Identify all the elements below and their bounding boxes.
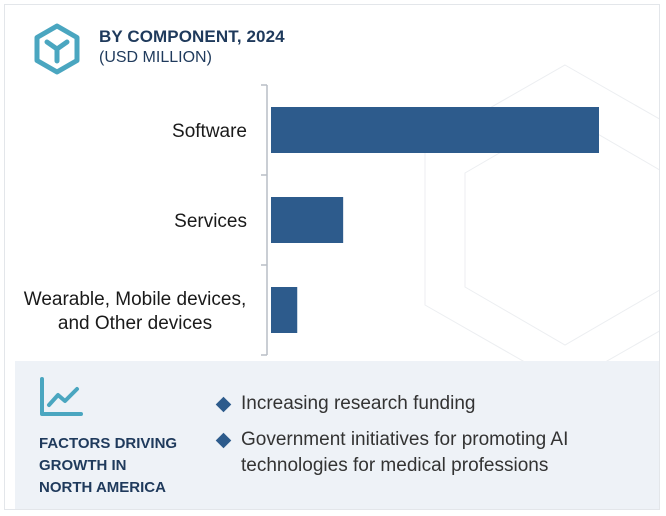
factor-text: Increasing research funding — [241, 393, 476, 414]
factors-heading-line: GROWTH IN — [39, 457, 127, 474]
factor-item: Increasing research funding — [215, 391, 635, 417]
chart-title: BY COMPONENT, 2024 — [99, 27, 285, 46]
factors-heading-line: FACTORS DRIVING — [39, 435, 178, 452]
bar-chart: Software Services Wearable, Mobile devices… — [24, 84, 599, 356]
factor-item: Government initiatives for promoting AI … — [215, 427, 635, 479]
bar-1 — [271, 197, 344, 243]
factors-heading: FACTORS DRIVING GROWTH IN NORTH AMERICA — [39, 433, 209, 499]
infographic-card: BY COMPONENT, 2024 (USD MILLION) Softwar… — [4, 4, 660, 510]
cube-y-hexagon-icon — [34, 23, 80, 75]
category-label: Software — [172, 121, 247, 142]
trend-line-chart-icon — [40, 377, 83, 416]
bar-0 — [271, 107, 599, 153]
factor-text: Government initiatives for promoting AI … — [241, 429, 569, 476]
category-label: Services — [174, 211, 247, 232]
category-label: Wearable, Mobile devices, and Other devic… — [24, 289, 246, 334]
diamond-bullet-icon — [215, 396, 232, 413]
factors-panel: FACTORS DRIVING GROWTH IN NORTH AMERICA … — [15, 361, 659, 509]
factors-heading-line: NORTH AMERICA — [39, 479, 166, 496]
bar-2 — [271, 287, 298, 333]
chart-subtitle: (USD MILLION) — [99, 49, 212, 66]
factors-list: Increasing research funding Government i… — [215, 391, 635, 489]
diamond-bullet-icon — [215, 432, 232, 449]
